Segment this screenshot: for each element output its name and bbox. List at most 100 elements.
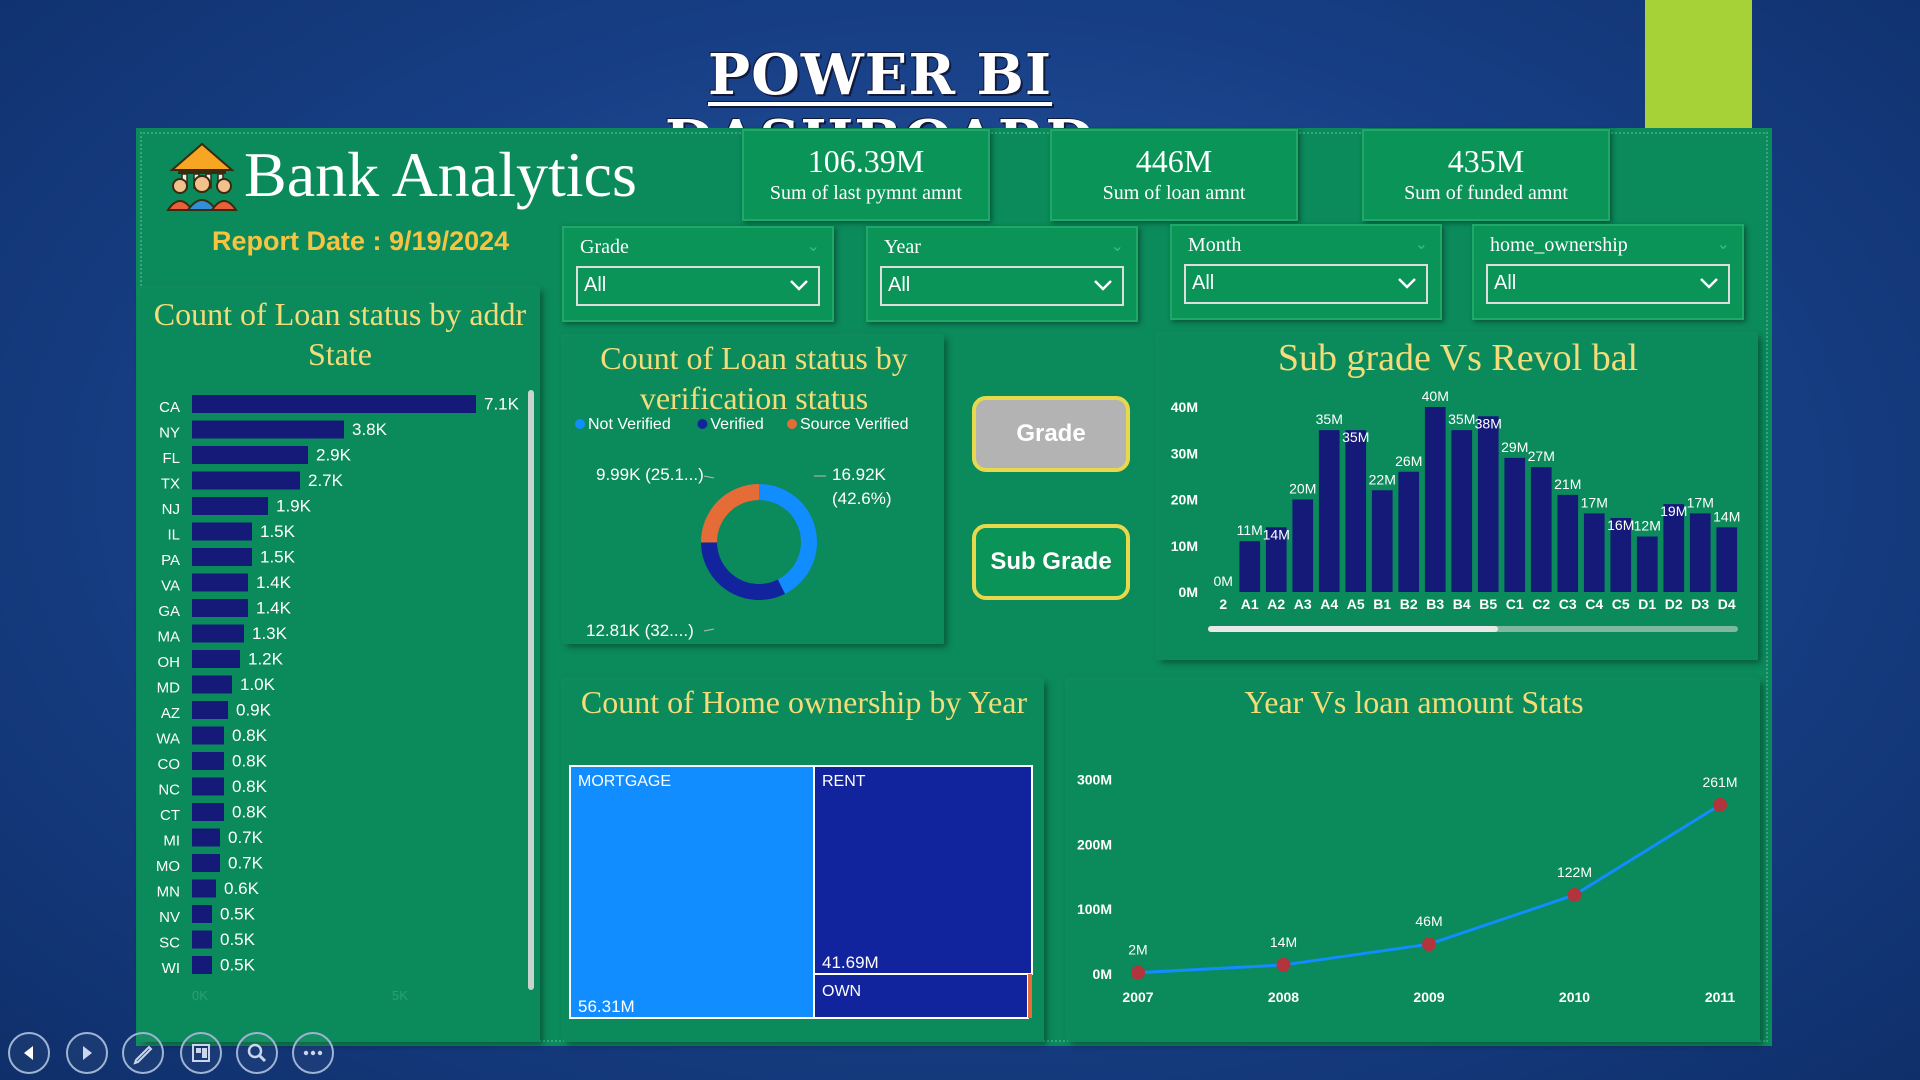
state-data-label: 1.3K — [252, 624, 288, 643]
slicer-dropdown-year[interactable]: All — [880, 266, 1124, 306]
legend-label: Source Verified — [800, 416, 909, 433]
subgrade-bar — [1318, 430, 1340, 592]
chevron-down-icon[interactable]: ⌄ — [806, 238, 820, 255]
y-tick-label: 300M — [1077, 772, 1112, 788]
state-tick-label: WA — [156, 730, 180, 747]
donut-data-label: 16.92K — [832, 465, 887, 484]
more-icon[interactable] — [292, 1032, 334, 1074]
y-tick-label: 200M — [1077, 836, 1112, 852]
x-tick-label: A4 — [1320, 596, 1338, 612]
data-point — [1422, 937, 1436, 952]
bar-data-label: 22M — [1369, 471, 1396, 487]
subgrade-bar — [1239, 541, 1261, 592]
accent-block — [1645, 0, 1752, 128]
subgrade-bar — [1398, 471, 1420, 592]
x-tick-label: B4 — [1453, 596, 1471, 612]
bar-data-label: 21M — [1554, 476, 1581, 492]
slides-icon[interactable] — [180, 1032, 222, 1074]
chevron-down-icon[interactable]: ⌄ — [1110, 238, 1124, 255]
x-tick-label: C1 — [1506, 596, 1524, 612]
subgrade-bar — [1345, 430, 1367, 592]
state-bar — [192, 573, 248, 592]
slicer-value: All — [1494, 272, 1517, 294]
y-tick-label: 30M — [1171, 445, 1198, 461]
donut-slice — [701, 484, 759, 543]
point-data-label: 122M — [1557, 864, 1592, 880]
scrollbar — [1208, 626, 1498, 632]
prev-icon[interactable] — [8, 1032, 50, 1074]
pen-icon[interactable] — [122, 1032, 164, 1074]
x-tick-label: A3 — [1294, 596, 1312, 612]
bar-data-label: 17M — [1687, 494, 1714, 510]
x-tick-label: 2011 — [1705, 989, 1736, 1005]
chart-title: Count of Loan status by addr State — [153, 296, 527, 372]
slicer-dropdown-grade[interactable]: All — [576, 266, 820, 306]
data-point — [1713, 797, 1727, 812]
state-data-label: 0.5K — [220, 930, 256, 949]
legend-label: Not Verified — [588, 416, 671, 433]
bar-data-label: 11M — [1237, 522, 1263, 538]
grade-button[interactable]: Grade — [972, 396, 1130, 472]
kpi-label: Sum of funded amnt — [1404, 182, 1568, 204]
scrollbar — [528, 390, 534, 990]
chevron-down-icon[interactable]: ⌄ — [1414, 236, 1428, 253]
x-tick-label: A2 — [1267, 596, 1285, 612]
subgrade-bar — [1265, 527, 1287, 592]
state-data-label: 0.8K — [232, 802, 268, 821]
verification-donut-chart: Not Verified Verified Source Verified 16.92… — [575, 416, 909, 640]
leader-line — [703, 475, 715, 479]
state-tick-label: OH — [158, 654, 181, 671]
subgrade-bar — [1663, 504, 1685, 592]
bar-data-label: 35M — [1316, 411, 1343, 427]
kpi-loan-amount: 446M Sum of loan amnt — [1050, 129, 1298, 221]
zoom-icon[interactable] — [236, 1032, 278, 1074]
state-tick-label: MN — [157, 883, 180, 900]
donut-data-label: (42.6%) — [832, 489, 892, 508]
state-data-label: 0.8K — [232, 777, 268, 796]
chevron-down-icon — [1700, 278, 1718, 289]
point-data-label: 14M — [1270, 934, 1297, 950]
bar-data-label: 26M — [1395, 453, 1422, 469]
treemap-tile — [813, 973, 1029, 1019]
state-data-label: 1.5K — [260, 547, 296, 566]
y-tick-label: 10M — [1171, 538, 1198, 554]
legend-dot — [787, 419, 797, 429]
y-tick-label: 0M — [1093, 966, 1112, 982]
state-bar — [192, 675, 232, 694]
verification-chart-panel: Count of Loan status by verification sta… — [564, 336, 944, 644]
treemap-tile-label: MORTGAGE — [578, 773, 671, 790]
leader-line — [703, 628, 715, 632]
state-data-label: 1.0K — [240, 675, 276, 694]
point-data-label: 2M — [1128, 942, 1147, 958]
kpi-funded-amount: 435M Sum of funded amnt — [1362, 129, 1610, 221]
donut-data-label: 12.81K (32....) — [586, 621, 694, 640]
x-tick-label: D4 — [1718, 596, 1736, 612]
state-bar — [192, 930, 212, 949]
chevron-down-icon[interactable]: ⌄ — [1716, 236, 1730, 253]
bar-data-label: 29M — [1501, 439, 1528, 455]
slicer-dropdown-home-ownership[interactable]: All — [1486, 264, 1730, 304]
state-bar-chart: CA 7.1K NY 3.8K FL 2.9K TX 2.7K NJ 1.9K IL 1.5K PA 1.… — [156, 390, 534, 1003]
state-data-label: 0.9K — [236, 700, 272, 719]
state-bar — [192, 650, 240, 668]
state-data-label: 0.7K — [228, 828, 264, 847]
x-tick-label: 5K — [392, 988, 408, 1003]
slicer-home-ownership: home_ownership ⌄ All — [1472, 224, 1744, 320]
x-tick-label: 2 — [1219, 596, 1227, 612]
bank-people-icon — [166, 142, 238, 211]
data-point — [1276, 957, 1291, 972]
x-tick-label: D2 — [1665, 596, 1683, 612]
state-tick-label: NC — [158, 781, 180, 798]
x-tick-label: A5 — [1347, 596, 1365, 612]
state-tick-label: CO — [158, 756, 181, 773]
state-bar — [192, 854, 220, 872]
chart-title: Year Vs loan amount Stats — [1244, 684, 1584, 720]
treemap-tile-label: OWN — [822, 983, 861, 1000]
kpi-label: Sum of last pymnt amnt — [769, 182, 963, 204]
next-icon[interactable] — [66, 1032, 108, 1074]
subgrade-bar — [1530, 467, 1552, 592]
subgrade-bar — [1557, 494, 1579, 592]
sub-grade-button[interactable]: Sub Grade — [972, 524, 1130, 600]
state-bar — [192, 471, 300, 490]
slicer-dropdown-month[interactable]: All — [1184, 264, 1428, 304]
